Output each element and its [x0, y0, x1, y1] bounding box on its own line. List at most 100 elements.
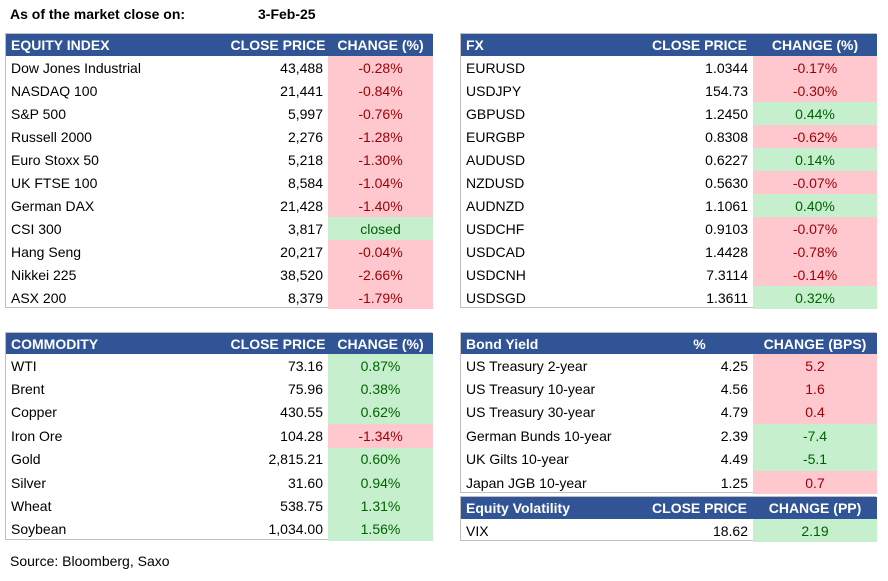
- column-header: Equity Volatility: [461, 497, 646, 519]
- close-value: 1.2450: [705, 105, 748, 122]
- close-value: 538.75: [280, 498, 323, 515]
- change-value: 0.4: [753, 400, 877, 425]
- row-label: EURUSD: [466, 59, 526, 76]
- change-value: -0.84%: [328, 79, 433, 102]
- table: Equity Volatility CLOSE PRICE CHANGE (PP) V…: [460, 496, 877, 542]
- column-header: CHANGE (%): [328, 34, 433, 56]
- close-value: 8,584: [287, 174, 323, 191]
- change-value: 0.40%: [753, 194, 877, 217]
- close-value: 21,428: [280, 197, 323, 214]
- row-label: Copper: [11, 404, 57, 421]
- row-label: USDSGD: [466, 289, 526, 306]
- table: Bond Yield% CHANGE (BPS) US Treasury 2-yea…: [460, 332, 877, 495]
- change-value: 0.7: [753, 471, 877, 495]
- close-value: 8,379: [287, 289, 323, 306]
- close-value: 1.1061: [705, 197, 748, 214]
- column-header: CHANGE (%): [328, 333, 433, 354]
- close-value: 75.96: [287, 381, 323, 398]
- change-value: 0.60%: [328, 447, 433, 471]
- close-value: 5,218: [287, 151, 323, 168]
- column-header: Bond Yield: [461, 333, 646, 354]
- row-label: AUDUSD: [466, 151, 526, 168]
- close-value: 21,441: [280, 82, 323, 99]
- change-value: -1.30%: [328, 148, 433, 171]
- row-label: Iron Ore: [11, 427, 63, 444]
- row-label: NASDAQ 100: [11, 82, 98, 99]
- row-label: UK Gilts 10-year: [466, 451, 569, 468]
- change-value: -1.28%: [328, 125, 433, 148]
- close-value: 38,520: [280, 266, 323, 283]
- column-header: %: [646, 333, 753, 354]
- header-date: 3-Feb-25: [258, 6, 316, 22]
- change-value: -0.28%: [328, 56, 433, 79]
- change-value: 0.87%: [328, 354, 433, 378]
- close-value: 2,276: [287, 128, 323, 145]
- row-label: ASX 200: [11, 289, 67, 306]
- table: FX CLOSE PRICE CHANGE (%) EURUSD 1.0344 -0.17…: [460, 33, 877, 309]
- row-label: USDCHF: [466, 220, 525, 237]
- row-label: GBPUSD: [466, 105, 526, 122]
- column-header: CLOSE PRICE: [646, 34, 753, 56]
- row-label: Soybean: [11, 521, 67, 538]
- change-value: -0.07%: [753, 171, 877, 194]
- row-label: NZDUSD: [466, 174, 525, 191]
- change-value: -0.76%: [328, 102, 433, 125]
- close-value: 31.60: [287, 474, 323, 491]
- close-value: 1.4428: [705, 243, 748, 260]
- change-value: -5.1: [753, 447, 877, 471]
- row-label: Japan JGB 10-year: [466, 474, 587, 491]
- close-value: 4.56: [720, 381, 748, 398]
- close-value: 18.62: [712, 522, 748, 539]
- source-note: Source: Bloomberg, Saxo: [10, 553, 170, 569]
- close-value: 4.49: [720, 451, 748, 468]
- column-header: CHANGE (%): [753, 34, 877, 56]
- row-label: Brent: [11, 381, 45, 398]
- close-value: 20,217: [280, 243, 323, 260]
- column-header: CHANGE (BPS): [753, 333, 877, 354]
- row-label: German DAX: [11, 197, 95, 214]
- row-label: USDCNH: [466, 266, 526, 283]
- column-header: COMMODITY: [6, 333, 228, 354]
- row-label: EURGBP: [466, 128, 526, 145]
- change-value: 1.6: [753, 377, 877, 401]
- change-value: -7.4: [753, 424, 877, 448]
- change-value: -1.04%: [328, 171, 433, 194]
- change-value: 2.19: [753, 519, 877, 542]
- change-value: -0.04%: [328, 240, 433, 263]
- row-label: German Bunds 10-year: [466, 427, 612, 444]
- row-label: Dow Jones Industrial: [11, 59, 141, 76]
- change-value: -0.17%: [753, 56, 877, 79]
- row-label: US Treasury 10-year: [466, 381, 596, 398]
- close-value: 0.9103: [705, 220, 748, 237]
- row-label: US Treasury 30-year: [466, 404, 596, 421]
- row-label: USDJPY: [466, 82, 522, 99]
- change-value: 0.32%: [753, 286, 877, 309]
- change-value: -0.14%: [753, 263, 877, 286]
- change-value: 0.62%: [328, 400, 433, 425]
- change-value: -0.07%: [753, 217, 877, 240]
- row-label: WTI: [11, 357, 37, 374]
- close-value: 1,034.00: [268, 521, 324, 538]
- header-label: As of the market close on:: [10, 6, 186, 22]
- row-label: UK FTSE 100: [11, 174, 98, 191]
- change-value: 1.56%: [328, 517, 433, 542]
- change-value: 1.31%: [328, 494, 433, 518]
- change-value: 0.38%: [328, 377, 433, 401]
- row-label: VIX: [466, 522, 489, 539]
- close-value: 3,817: [287, 220, 323, 237]
- change-value: 0.94%: [328, 471, 433, 495]
- row-label: Nikkei 225: [11, 266, 77, 283]
- column-header: CLOSE PRICE: [228, 34, 328, 56]
- row-label: USDCAD: [466, 243, 526, 260]
- row-label: Euro Stoxx 50: [11, 151, 99, 168]
- table: EQUITY INDEX CLOSE PRICE CHANGE (%) Dow Jon…: [5, 33, 433, 309]
- close-value: 2.39: [720, 427, 748, 444]
- row-label: Gold: [11, 451, 41, 468]
- close-value: 0.5630: [705, 174, 748, 191]
- close-value: 1.3611: [706, 289, 748, 306]
- close-value: 7.3114: [706, 266, 748, 283]
- close-value: 5,997: [287, 105, 323, 122]
- row-label: CSI 300: [11, 220, 62, 237]
- change-value: -0.30%: [753, 79, 877, 102]
